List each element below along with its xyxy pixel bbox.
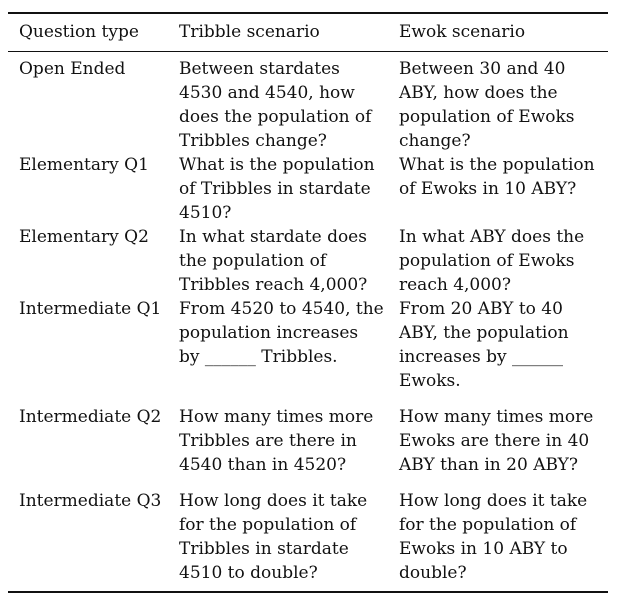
cell-line: Tribbles in stardate (179, 539, 349, 559)
tribble-cell: In what stardate does the population of … (168, 225, 388, 297)
cell-line: population of Ewoks (399, 107, 575, 127)
tribble-cell: Between stardates 4530 and 4540, how doe… (168, 52, 388, 154)
cell-line: What is the population (179, 155, 375, 175)
table-row: Intermediate Q3 How long does it take fo… (8, 477, 608, 592)
header-tribble-scenario: Tribble scenario (179, 22, 320, 42)
cell-line: Tribbles are there in (179, 431, 357, 451)
cell-line: reach 4,000? (399, 275, 511, 295)
cell-line: Between stardates (179, 59, 340, 79)
cell-line: In what ABY does the (399, 227, 585, 247)
question-type-cell: Intermediate Q2 (8, 393, 168, 477)
header-ewok-scenario: Ewok scenario (399, 22, 526, 42)
header-row: Question type Tribble scenario Ewok scen… (8, 13, 608, 52)
table-header: Question type Tribble scenario Ewok scen… (8, 13, 608, 52)
cell-line: Tribbles reach 4,000? (179, 275, 368, 295)
question-type-cell: Elementary Q1 (8, 153, 168, 225)
question-table-container: Question type Tribble scenario Ewok scen… (8, 12, 608, 593)
cell-line: Open Ended (19, 59, 126, 79)
cell-line: Ewoks. (399, 371, 461, 391)
cell-line: of Ewoks in 10 ABY? (399, 179, 577, 199)
cell-line: Elementary Q1 (19, 155, 149, 175)
cell-line: population of Ewoks (399, 251, 575, 271)
ewok-cell: What is the population of Ewoks in 10 AB… (388, 153, 608, 225)
cell-line: From 20 ABY to 40 (399, 299, 563, 319)
question-type-cell: Intermediate Q1 (8, 297, 168, 393)
cell-line: 4540 than in 4520? (179, 455, 347, 475)
cell-line: of Tribbles in stardate (179, 179, 371, 199)
cell-line: Ewoks in 10 ABY to (399, 539, 568, 559)
cell-line: 4510 to double? (179, 563, 318, 583)
cell-line: 4510? (179, 203, 232, 223)
question-table: Question type Tribble scenario Ewok scen… (8, 12, 608, 593)
ewok-cell: How long does it take for the population… (388, 477, 608, 592)
question-type-cell: Intermediate Q3 (8, 477, 168, 592)
ewok-cell: In what ABY does the population of Ewoks… (388, 225, 608, 297)
cell-line: by ______ Tribbles. (179, 347, 338, 367)
cell-line: How many times more (399, 407, 594, 427)
cell-line: does the population of (179, 107, 372, 127)
tribble-cell: From 4520 to 4540, the population increa… (168, 297, 388, 393)
cell-line: What is the population (399, 155, 595, 175)
cell-line: ABY, the population (399, 323, 569, 343)
tribble-cell: What is the population of Tribbles in st… (168, 153, 388, 225)
ewok-cell: How many times more Ewoks are there in 4… (388, 393, 608, 477)
cell-line: 4530 and 4540, how (179, 83, 355, 103)
cell-line: From 4520 to 4540, the (179, 299, 384, 319)
question-type-cell: Open Ended (8, 52, 168, 154)
cell-line: Tribbles change? (179, 131, 327, 151)
cell-line: population increases (179, 323, 359, 343)
cell-line: ABY than in 20 ABY? (399, 455, 578, 475)
cell-line: increases by ______ (399, 347, 564, 367)
cell-line: for the population of (399, 515, 577, 535)
cell-line: Intermediate Q2 (19, 407, 162, 427)
cell-line: How many times more (179, 407, 374, 427)
cell-line: change? (399, 131, 471, 151)
table-row: Elementary Q2 In what stardate does the … (8, 225, 608, 297)
cell-line: Elementary Q2 (19, 227, 149, 247)
cell-line: for the population of (179, 515, 357, 535)
header-question-type: Question type (19, 22, 139, 42)
table-row: Elementary Q1 What is the population of … (8, 153, 608, 225)
cell-line: Ewoks are there in 40 (399, 431, 590, 451)
cell-line: How long does it take (399, 491, 588, 511)
cell-line: double? (399, 563, 467, 583)
cell-line: the population of (179, 251, 327, 271)
table-body: Open Ended Between stardates 4530 and 45… (8, 52, 608, 592)
table-row: Open Ended Between stardates 4530 and 45… (8, 52, 608, 154)
cell-line: Intermediate Q1 (19, 299, 162, 319)
cell-line: Intermediate Q3 (19, 491, 162, 511)
ewok-cell: From 20 ABY to 40 ABY, the population in… (388, 297, 608, 393)
ewok-cell: Between 30 and 40 ABY, how does the popu… (388, 52, 608, 154)
cell-line: How long does it take (179, 491, 368, 511)
table-row: Intermediate Q1 From 4520 to 4540, the p… (8, 297, 608, 393)
tribble-cell: How long does it take for the population… (168, 477, 388, 592)
question-type-cell: Elementary Q2 (8, 225, 168, 297)
table-row: Intermediate Q2 How many times more Trib… (8, 393, 608, 477)
tribble-cell: How many times more Tribbles are there i… (168, 393, 388, 477)
cell-line: ABY, how does the (399, 83, 558, 103)
cell-line: In what stardate does (179, 227, 367, 247)
cell-line: Between 30 and 40 (399, 59, 566, 79)
